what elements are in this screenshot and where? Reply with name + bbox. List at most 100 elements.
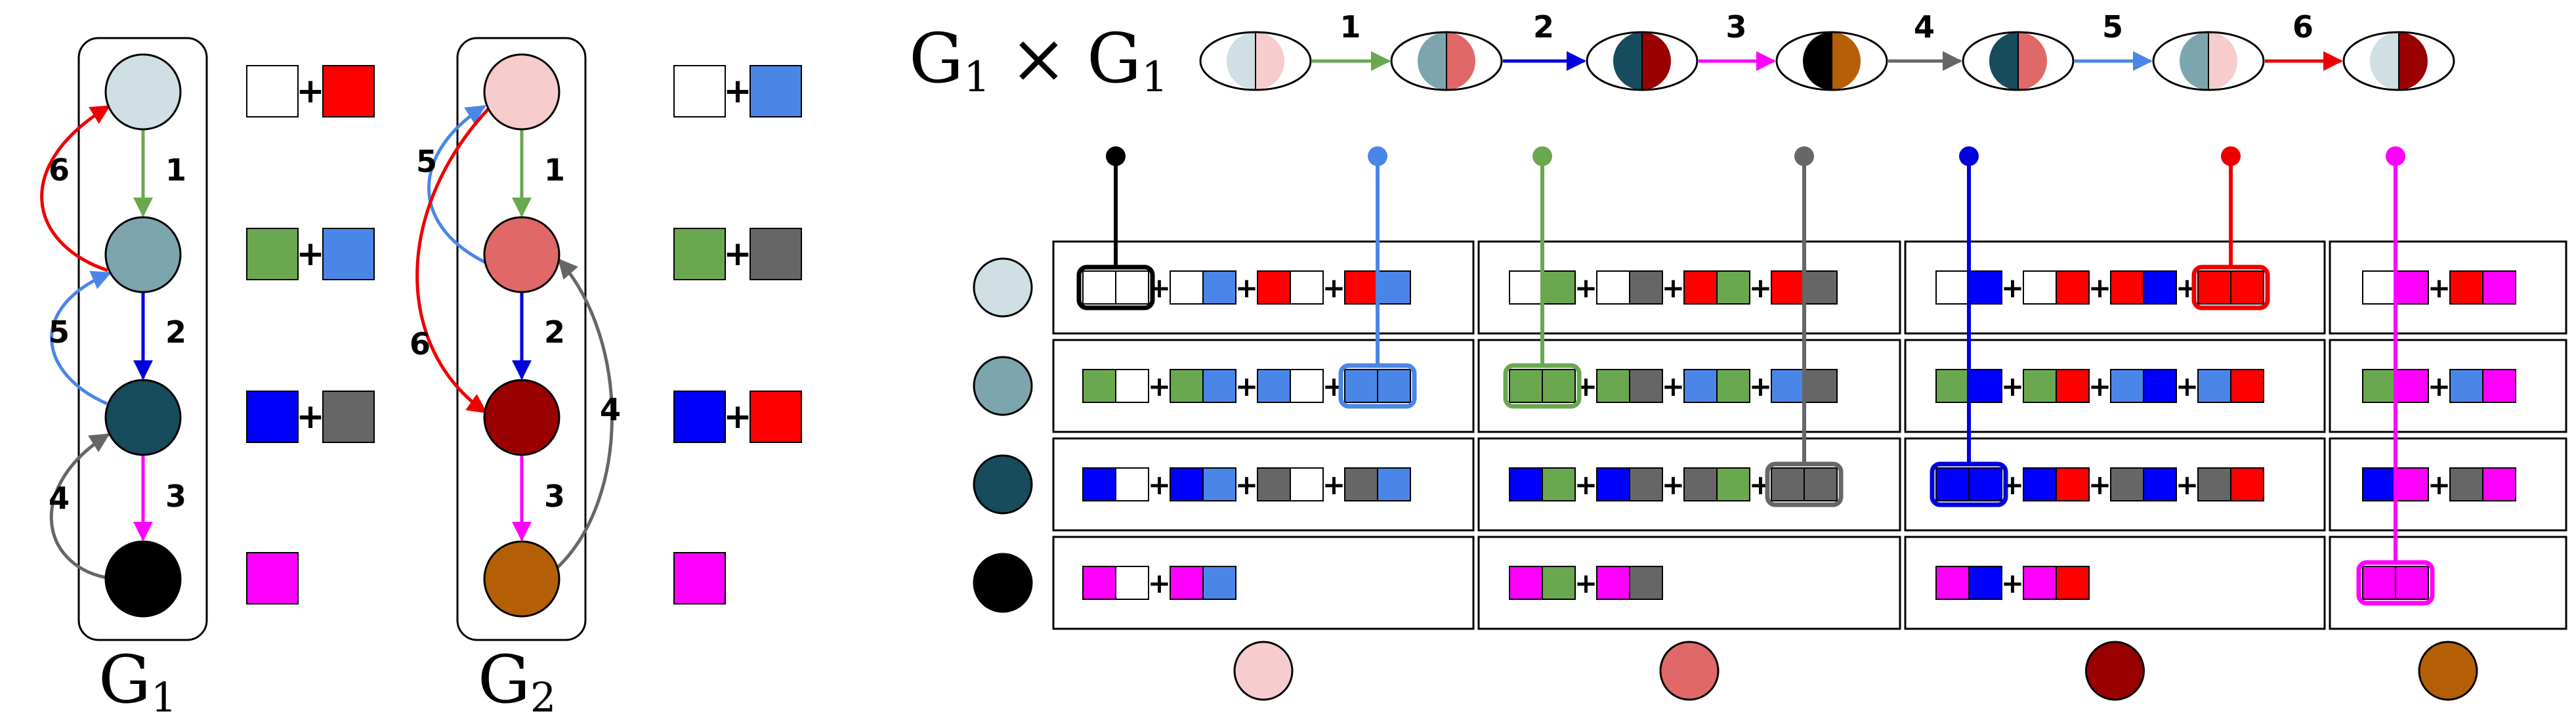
grid-item-right — [1115, 566, 1149, 600]
grid-item-left — [2110, 467, 2144, 501]
grid-plus: + — [2088, 370, 2111, 402]
grid-item-left — [2197, 369, 2231, 403]
product-chain: 1 2 3 4 5 6 — [1199, 9, 2455, 91]
grid-item-right — [1542, 369, 1576, 403]
grid-plus: + — [2176, 370, 2199, 402]
g2-legend-plus: + — [723, 72, 752, 111]
g2-legend-2-b — [750, 228, 802, 280]
grid-item-left — [1771, 467, 1805, 501]
chain-edge-label-4: 4 — [1914, 9, 1935, 45]
grid-item-right — [2056, 369, 2090, 403]
highlight-box — [1503, 363, 1582, 409]
g1-edge-label-4: 4 — [49, 480, 70, 516]
chain-node-3 — [1586, 31, 1699, 91]
grid-item-right — [1804, 467, 1838, 501]
grid-item-right — [2230, 467, 2264, 501]
grid-plus: + — [2001, 272, 2024, 304]
grid-item-left — [2110, 369, 2144, 403]
pin-head — [1794, 146, 1814, 166]
g1-legend-plus: + — [296, 72, 325, 111]
grid-item-left — [2449, 369, 2483, 403]
grid-item-right — [1290, 467, 1324, 501]
grid-item-right — [1542, 467, 1576, 501]
grid-plus: + — [2001, 370, 2024, 402]
graph-g2-label: G2 — [478, 641, 556, 721]
grid-item-right — [1115, 467, 1149, 501]
g1-legend-2-b — [322, 228, 375, 280]
grid-item-left — [1683, 467, 1718, 501]
grid-item-left — [1596, 566, 1630, 600]
grid-item-left — [1082, 270, 1116, 305]
grid-item-right — [1202, 566, 1236, 600]
grid-item-right — [2143, 467, 2177, 501]
g2-edge-5 — [427, 104, 487, 265]
grid-item-right — [1968, 270, 2002, 305]
grid-cell — [1904, 240, 2326, 335]
g1-edge-4 — [49, 433, 110, 580]
grid-item-right — [1804, 270, 1838, 305]
g1-legend-1-b — [322, 65, 375, 117]
highlight-pins — [1076, 146, 2435, 606]
grid-item-right — [1115, 369, 1149, 403]
highlight-box — [2356, 560, 2435, 606]
chain-edge-label-5: 5 — [2102, 9, 2123, 45]
g2-edge-label-2: 2 — [544, 314, 565, 350]
g1-legend-plus: + — [296, 397, 325, 436]
g1-edge-6 — [40, 104, 111, 272]
highlight-box — [1338, 363, 1417, 409]
grid-item-right — [1629, 369, 1663, 403]
grid-item-right — [2230, 369, 2264, 403]
graph-g1-edges: 1 2 3 4 5 6 — [40, 104, 186, 580]
grid-item-right — [1202, 270, 1236, 305]
grid-item-right — [1716, 467, 1750, 501]
grid-item-right — [2395, 369, 2429, 403]
grid-cell — [2329, 437, 2567, 532]
grid-col-node-4 — [2418, 641, 2478, 701]
grid-item-right — [1804, 369, 1838, 403]
g2-legend-plus: + — [723, 397, 752, 436]
g1-edge-label-6: 6 — [49, 152, 70, 188]
g2-node-3 — [483, 379, 560, 456]
grid-cell — [2329, 339, 2567, 433]
grid-item-right — [1629, 270, 1663, 305]
grid-item-left — [1082, 369, 1116, 403]
grid-item-right — [1716, 369, 1750, 403]
grid-col-node-1 — [1233, 641, 1294, 701]
grid-item-right — [1377, 467, 1411, 501]
chain-edge-label-1: 1 — [1340, 9, 1361, 45]
grid-item-right — [1542, 566, 1576, 600]
grid-item-left — [1596, 467, 1630, 501]
grid-cell — [2329, 536, 2567, 630]
grid-item-left — [2449, 270, 2483, 305]
grid-item-left — [2362, 566, 2396, 600]
grid-item-left — [1344, 270, 1378, 305]
g2-legend-2-a — [673, 228, 726, 280]
grid-cell — [1477, 240, 1901, 335]
graph-g2: 1 2 3 4 5 6 G2 — [410, 37, 621, 721]
grid-plus: + — [1322, 272, 1345, 304]
grid-item-left — [1170, 566, 1204, 600]
grid-item-left — [1683, 369, 1718, 403]
chain-edge-label-2: 2 — [1533, 9, 1554, 45]
grid-cell — [1477, 536, 1901, 630]
grid-item-left — [2023, 467, 2057, 501]
g1-edge-label-3: 3 — [165, 478, 186, 514]
g1-edge-5 — [50, 270, 112, 406]
g2-legend-1-a — [673, 65, 726, 117]
grid-item-left — [1170, 270, 1204, 305]
grid-item-left — [2023, 369, 2057, 403]
grid-item-right — [1629, 566, 1663, 600]
grid-item-right — [2482, 369, 2516, 403]
grid-item-right — [2482, 467, 2516, 501]
grid-row-node-2 — [973, 356, 1033, 416]
pin-head — [1368, 146, 1387, 166]
pin-head — [1959, 146, 1979, 166]
grid-item-right — [1202, 467, 1236, 501]
pin-head — [1532, 146, 1552, 166]
graph-g2-edges: 1 2 3 4 5 6 — [410, 104, 621, 570]
grid-plus: + — [1662, 370, 1685, 402]
chain-node-5 — [1962, 31, 2075, 91]
grid-item-left — [1935, 566, 1970, 600]
g1-edge-label-5: 5 — [49, 314, 70, 350]
